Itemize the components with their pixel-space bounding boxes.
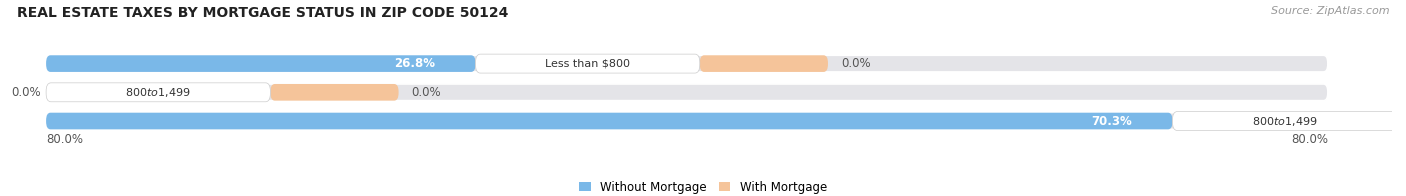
- Text: 0.0%: 0.0%: [841, 57, 870, 70]
- Text: Less than $800: Less than $800: [546, 59, 630, 69]
- FancyBboxPatch shape: [46, 113, 1173, 129]
- Text: Source: ZipAtlas.com: Source: ZipAtlas.com: [1271, 6, 1389, 16]
- FancyBboxPatch shape: [1396, 113, 1406, 129]
- Text: 70.3%: 70.3%: [1091, 114, 1132, 128]
- FancyBboxPatch shape: [475, 54, 700, 73]
- FancyBboxPatch shape: [1173, 112, 1396, 131]
- FancyBboxPatch shape: [46, 55, 475, 72]
- Text: 26.8%: 26.8%: [395, 57, 436, 70]
- Text: $800 to $1,499: $800 to $1,499: [125, 86, 191, 99]
- Text: 0.0%: 0.0%: [412, 86, 441, 99]
- Text: 80.0%: 80.0%: [1291, 133, 1327, 146]
- Text: $800 to $1,499: $800 to $1,499: [1251, 114, 1317, 128]
- FancyBboxPatch shape: [700, 55, 828, 72]
- Text: 0.0%: 0.0%: [11, 86, 41, 99]
- Text: REAL ESTATE TAXES BY MORTGAGE STATUS IN ZIP CODE 50124: REAL ESTATE TAXES BY MORTGAGE STATUS IN …: [17, 6, 508, 20]
- Text: 80.0%: 80.0%: [46, 133, 83, 146]
- FancyBboxPatch shape: [46, 113, 1327, 129]
- Legend: Without Mortgage, With Mortgage: Without Mortgage, With Mortgage: [574, 176, 832, 196]
- FancyBboxPatch shape: [46, 83, 270, 102]
- FancyBboxPatch shape: [46, 55, 1327, 72]
- FancyBboxPatch shape: [270, 84, 398, 101]
- FancyBboxPatch shape: [46, 84, 1327, 101]
